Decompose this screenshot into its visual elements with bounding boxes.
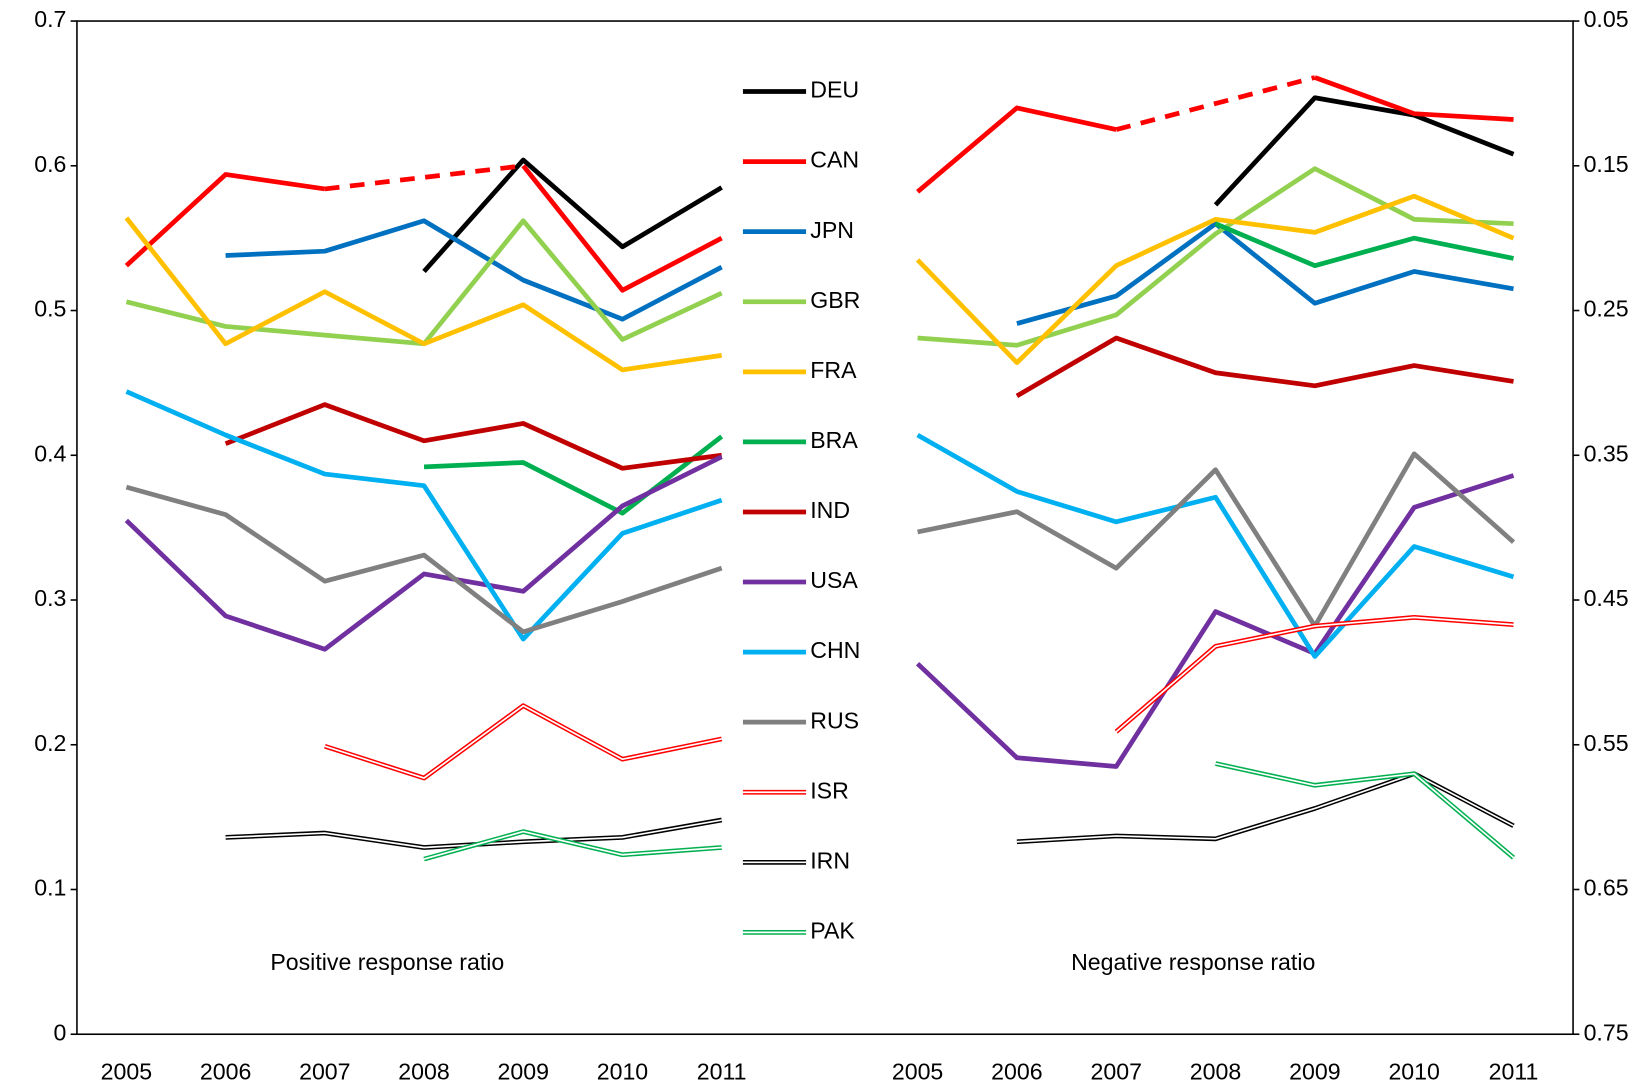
y-tick-label: 0.65 (1584, 875, 1629, 901)
y-tick-label: 0.75 (1584, 1019, 1629, 1045)
series-line (1215, 761, 1516, 860)
series-line (124, 164, 723, 293)
series-line (125, 484, 723, 635)
y-tick-label: 0.35 (1584, 440, 1629, 466)
x-tick-label: 2009 (1289, 1058, 1340, 1084)
series-line (225, 218, 723, 322)
series-line (917, 451, 1516, 629)
y-tick-label: 0.25 (1584, 296, 1629, 322)
y-tick-label: 0.45 (1584, 585, 1629, 611)
y-tick-label: 0.2 (34, 730, 66, 756)
x-tick-label: 2005 (101, 1058, 152, 1084)
x-tick-label: 2008 (1190, 1058, 1241, 1084)
series-line-inner (324, 704, 722, 779)
x-tick-label: 2007 (1091, 1058, 1142, 1084)
legend-label: PAK (810, 918, 855, 944)
gap-line (1115, 75, 1316, 132)
x-tick-label: 2010 (1388, 1058, 1439, 1084)
series-line (1214, 221, 1514, 269)
x-tick-label: 2005 (892, 1058, 943, 1084)
x-tick-label: 2010 (597, 1058, 648, 1084)
y-tick-label: 0.1 (34, 875, 66, 901)
series-line-inner (423, 830, 722, 860)
legend-label: GBR (810, 287, 860, 313)
series-line (125, 389, 723, 642)
gap-line (324, 163, 524, 192)
legend-label: BRA (810, 427, 858, 453)
x-tick-label: 2007 (299, 1058, 350, 1084)
series-line-inner (1016, 772, 1514, 843)
panel-title: Positive response ratio (270, 949, 504, 975)
y-tick-label: 0.55 (1584, 730, 1629, 756)
x-tick-label: 2006 (200, 1058, 251, 1084)
series-line (422, 157, 723, 274)
series-line-inner (1115, 616, 1514, 733)
y-tick-label: 0 (54, 1019, 67, 1045)
x-tick-label: 2011 (1489, 1058, 1539, 1084)
series-line (916, 432, 1515, 659)
y-tick-label: 0.5 (34, 296, 66, 322)
series-line-inner (1215, 762, 1515, 859)
legend-label: USA (810, 567, 858, 593)
y-tick-label: 0.4 (34, 440, 66, 466)
series-line (224, 402, 722, 471)
series-line (324, 703, 723, 781)
plot-frame (76, 20, 1574, 1036)
legend-label: IND (810, 497, 850, 523)
series-line (423, 434, 724, 516)
x-tick-label: 2008 (398, 1058, 449, 1084)
legend-label: FRA (810, 357, 857, 383)
legend-label: ISR (810, 777, 849, 803)
y-tick-label: 0.7 (34, 6, 66, 32)
legend-label: JPN (810, 217, 854, 243)
x-tick-label: 2011 (697, 1058, 747, 1084)
series-line (423, 829, 722, 862)
series-line (1015, 335, 1514, 398)
x-tick-label: 2006 (991, 1058, 1042, 1084)
series-line (124, 454, 723, 652)
y-tick-label: 0.3 (34, 585, 66, 611)
series-line (1016, 221, 1514, 326)
series-line (916, 75, 1514, 194)
series-line (915, 473, 1515, 769)
legend-label: IRN (810, 847, 850, 873)
y-tick-label: 0.6 (34, 151, 66, 177)
y-tick-label: 0.15 (1584, 151, 1629, 177)
panel-title: Negative response ratio (1071, 949, 1315, 975)
legend-label: CAN (810, 147, 859, 173)
series-line (917, 166, 1514, 348)
y-tick-label: 0.05 (1584, 6, 1629, 32)
legend-label: CHN (810, 637, 860, 663)
series-line (1016, 771, 1515, 845)
legend-label: RUS (810, 707, 859, 733)
legend-label: DEU (810, 77, 859, 103)
series-line (1213, 95, 1515, 207)
series-line (124, 216, 723, 373)
x-tick-label: 2009 (498, 1058, 549, 1084)
series-line (915, 193, 1515, 366)
